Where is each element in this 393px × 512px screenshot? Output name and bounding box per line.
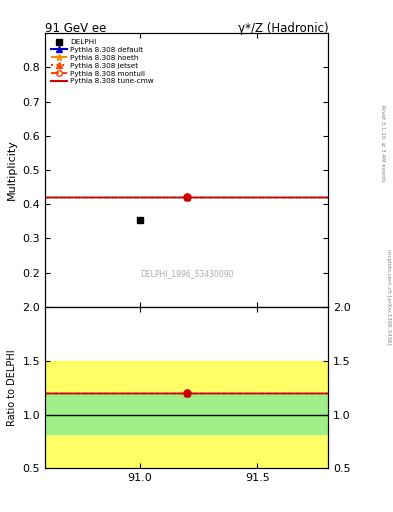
Text: mcplots.cern.ch [arXiv:1306.3436]: mcplots.cern.ch [arXiv:1306.3436] — [386, 249, 391, 345]
Text: 91 GeV ee: 91 GeV ee — [45, 22, 107, 34]
Bar — [45, 361, 328, 468]
Legend: DELPHI, Pythia 8.308 default, Pythia 8.308 hoeth, Pythia 8.308 jetset, Pythia 8.: DELPHI, Pythia 8.308 default, Pythia 8.3… — [49, 37, 156, 87]
Text: DELPHI_1996_S3430090: DELPHI_1996_S3430090 — [140, 269, 233, 279]
Y-axis label: Multiplicity: Multiplicity — [7, 140, 17, 201]
Text: Rivet 3.1.10, ≥ 3.4M events: Rivet 3.1.10, ≥ 3.4M events — [381, 105, 386, 182]
Bar — [45, 395, 328, 434]
Text: γ*/Z (Hadronic): γ*/Z (Hadronic) — [237, 22, 328, 34]
Y-axis label: Ratio to DELPHI: Ratio to DELPHI — [7, 349, 17, 426]
